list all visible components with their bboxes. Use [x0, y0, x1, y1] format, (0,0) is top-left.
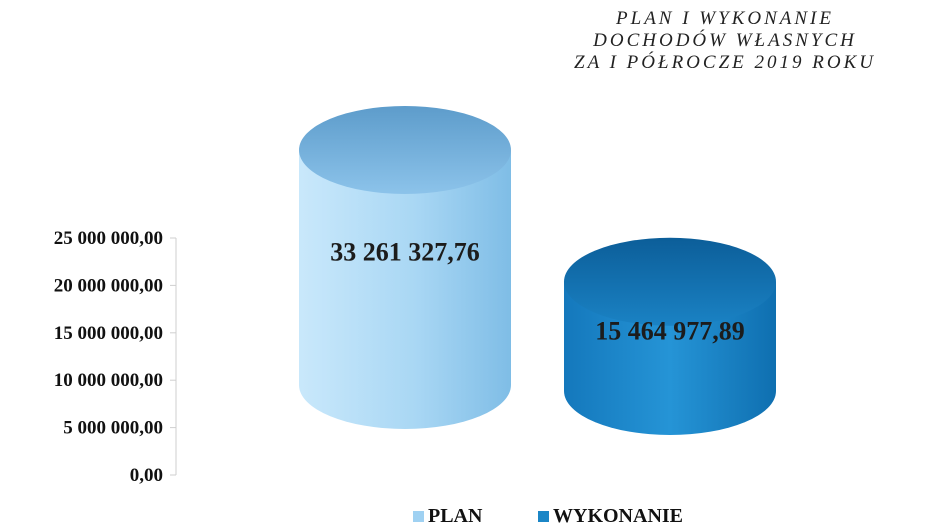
- y-tick-label: 15 000 000,00: [54, 323, 163, 344]
- bar-plan-body: [299, 150, 511, 429]
- y-tick-label: 5 000 000,00: [63, 418, 163, 439]
- y-tick-label: 10 000 000,00: [54, 370, 163, 391]
- legend-swatch-plan: [413, 511, 424, 522]
- bar-plan-top: [299, 106, 511, 194]
- y-tick-label: 0,00: [130, 465, 163, 486]
- title-line-1: PLAN I WYKONANIE: [616, 8, 834, 29]
- title-line-2: DOCHODÓW WŁASNYCH: [593, 30, 857, 51]
- title-line-3: ZA I PÓŁROCZE 2019 ROKU: [574, 52, 876, 73]
- data-label-wykonanie: 15 464 977,89: [595, 317, 745, 346]
- chart-title: PLAN I WYKONANIE DOCHODÓW WŁASNYCH ZA I …: [535, 8, 915, 74]
- bar-wykonanie-top: [564, 237, 776, 326]
- data-label-plan: 33 261 327,76: [330, 238, 480, 267]
- legend-label-wykonanie: WYKONANIE: [553, 505, 683, 527]
- legend-swatch-wykonanie: [538, 511, 549, 522]
- legend-label-plan: PLAN: [428, 505, 483, 527]
- bar-wykonanie-body: [564, 281, 776, 435]
- y-tick-label: 25 000 000,00: [54, 228, 163, 249]
- y-tick-label: 20 000 000,00: [54, 275, 163, 296]
